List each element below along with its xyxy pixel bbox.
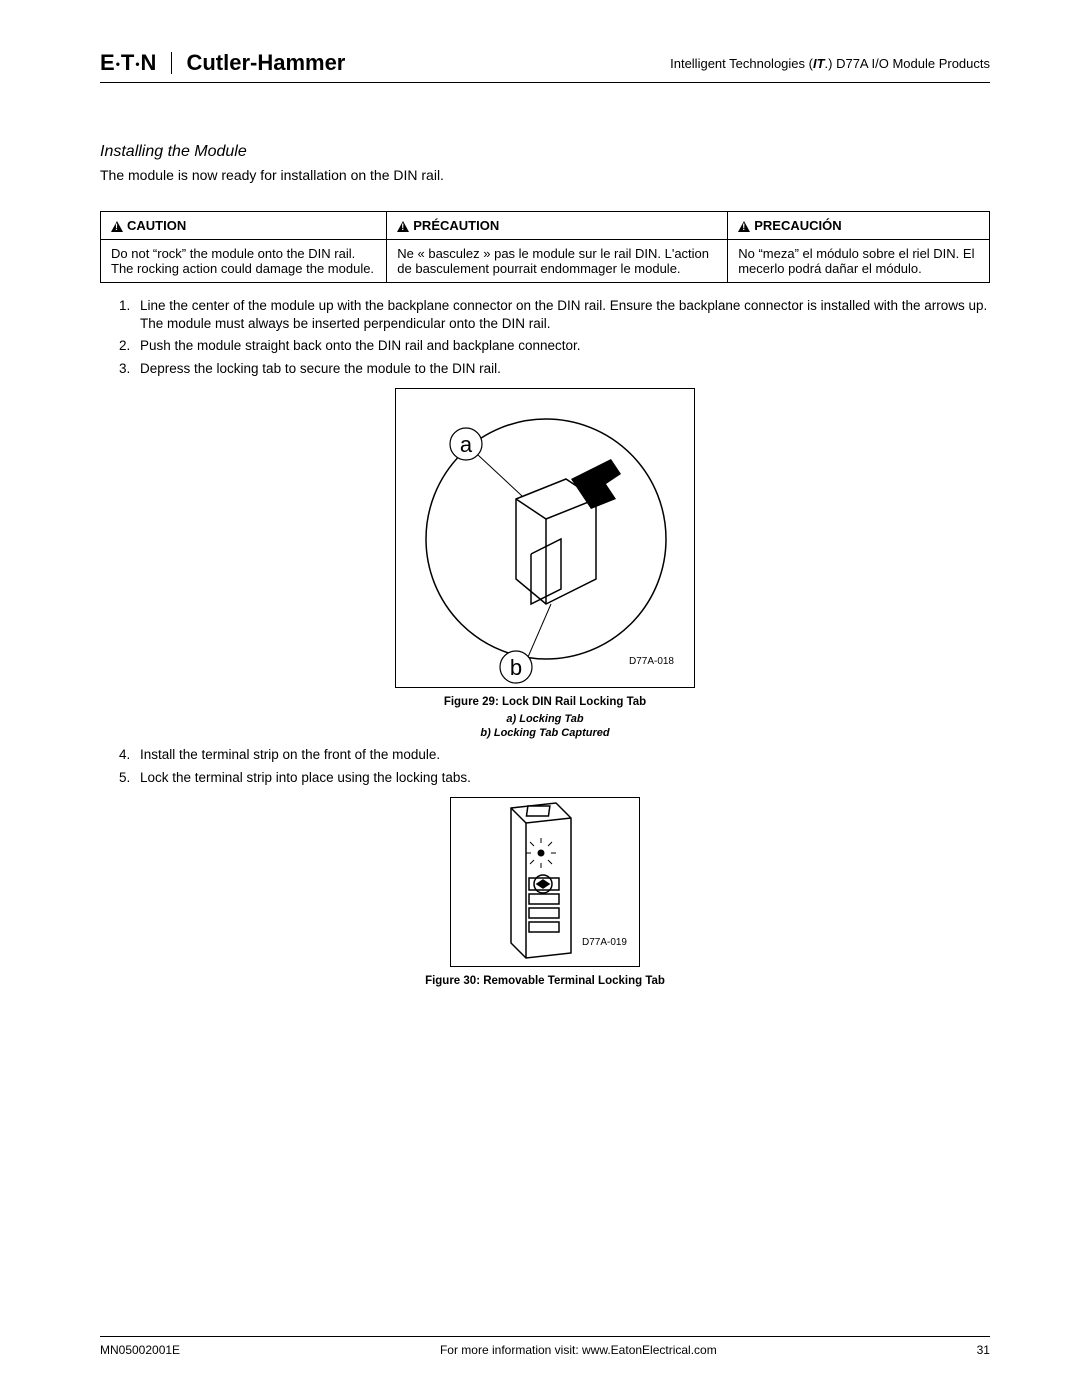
caution-header-fr: PRÉCAUTION bbox=[387, 212, 728, 240]
list-item: Lock the terminal strip into place using… bbox=[134, 769, 990, 787]
caution-header-en-text: CAUTION bbox=[127, 218, 186, 233]
caution-header-es: PRECAUCIÓN bbox=[728, 212, 990, 240]
figure-30-code: D77A-019 bbox=[582, 937, 627, 948]
list-item: Push the module straight back onto the D… bbox=[134, 337, 990, 355]
figure-29-caption: Figure 29: Lock DIN Rail Locking Tab bbox=[444, 696, 646, 708]
eaton-n: N bbox=[141, 50, 158, 75]
brand-block: E•T•N Cutler-Hammer bbox=[100, 50, 345, 76]
figure-29-frame: a b D77A-018 bbox=[395, 388, 695, 688]
caution-cell-fr: Ne « basculez » pas le module sur le rai… bbox=[387, 240, 728, 283]
figure-29: a b D77A-018 Figure 29: L bbox=[100, 388, 990, 741]
caution-header-es-text: PRECAUCIÓN bbox=[754, 218, 841, 233]
figure-29-code: D77A-018 bbox=[629, 656, 674, 667]
page-footer: MN05002001E For more information visit: … bbox=[100, 1336, 990, 1357]
doc-title: Intelligent Technologies (IT.) D77A I/O … bbox=[670, 56, 990, 71]
figure-29-sub-a: a) Locking Tab bbox=[506, 713, 583, 725]
label-b: b bbox=[510, 655, 522, 680]
steps-list-b: Install the terminal strip on the front … bbox=[134, 746, 990, 786]
eaton-t: T bbox=[121, 50, 135, 75]
figure-29-sub-b: b) Locking Tab Captured bbox=[480, 727, 609, 739]
list-item: Install the terminal strip on the front … bbox=[134, 746, 990, 764]
label-a: a bbox=[460, 432, 473, 457]
eaton-e: E bbox=[100, 50, 116, 75]
doc-title-post: .) D77A I/O Module Products bbox=[825, 56, 990, 71]
figure-29-sub: a) Locking Tab b) Locking Tab Captured bbox=[480, 712, 609, 741]
footer-left: MN05002001E bbox=[100, 1343, 180, 1357]
caution-header-fr-text: PRÉCAUTION bbox=[413, 218, 499, 233]
caution-table: CAUTION PRÉCAUTION PRECAUCIÓN Do not “ro… bbox=[100, 211, 990, 283]
brand-divider bbox=[171, 52, 172, 74]
figure-29-svg: a b bbox=[396, 389, 696, 689]
doc-title-it: IT bbox=[813, 56, 825, 71]
steps-list-a: Line the center of the module up with th… bbox=[134, 297, 990, 378]
footer-right: 31 bbox=[977, 1343, 990, 1357]
section-intro: The module is now ready for installation… bbox=[100, 167, 990, 183]
section-title: Installing the Module bbox=[100, 143, 990, 161]
list-item: Depress the locking tab to secure the mo… bbox=[134, 360, 990, 378]
figure-30-frame: D77A-019 bbox=[450, 797, 640, 967]
figure-30-caption: Figure 30: Removable Terminal Locking Ta… bbox=[425, 975, 665, 987]
table-row: Do not “rock” the module onto the DIN ra… bbox=[101, 240, 990, 283]
table-row: CAUTION PRÉCAUTION PRECAUCIÓN bbox=[101, 212, 990, 240]
warning-icon bbox=[397, 221, 409, 232]
eaton-logo: E•T•N bbox=[100, 50, 157, 76]
warning-icon bbox=[738, 221, 750, 232]
figure-30: D77A-019 Figure 30: Removable Terminal L… bbox=[100, 797, 990, 987]
caution-header-en: CAUTION bbox=[101, 212, 387, 240]
warning-icon bbox=[111, 221, 123, 232]
cutler-hammer-logo: Cutler-Hammer bbox=[186, 50, 345, 76]
doc-title-pre: Intelligent Technologies ( bbox=[670, 56, 813, 71]
list-item: Line the center of the module up with th… bbox=[134, 297, 990, 333]
caution-cell-es: No “meza” el módulo sobre el riel DIN. E… bbox=[728, 240, 990, 283]
page-header: E•T•N Cutler-Hammer Intelligent Technolo… bbox=[100, 50, 990, 83]
caution-cell-en: Do not “rock” the module onto the DIN ra… bbox=[101, 240, 387, 283]
footer-center: For more information visit: www.EatonEle… bbox=[440, 1343, 717, 1357]
